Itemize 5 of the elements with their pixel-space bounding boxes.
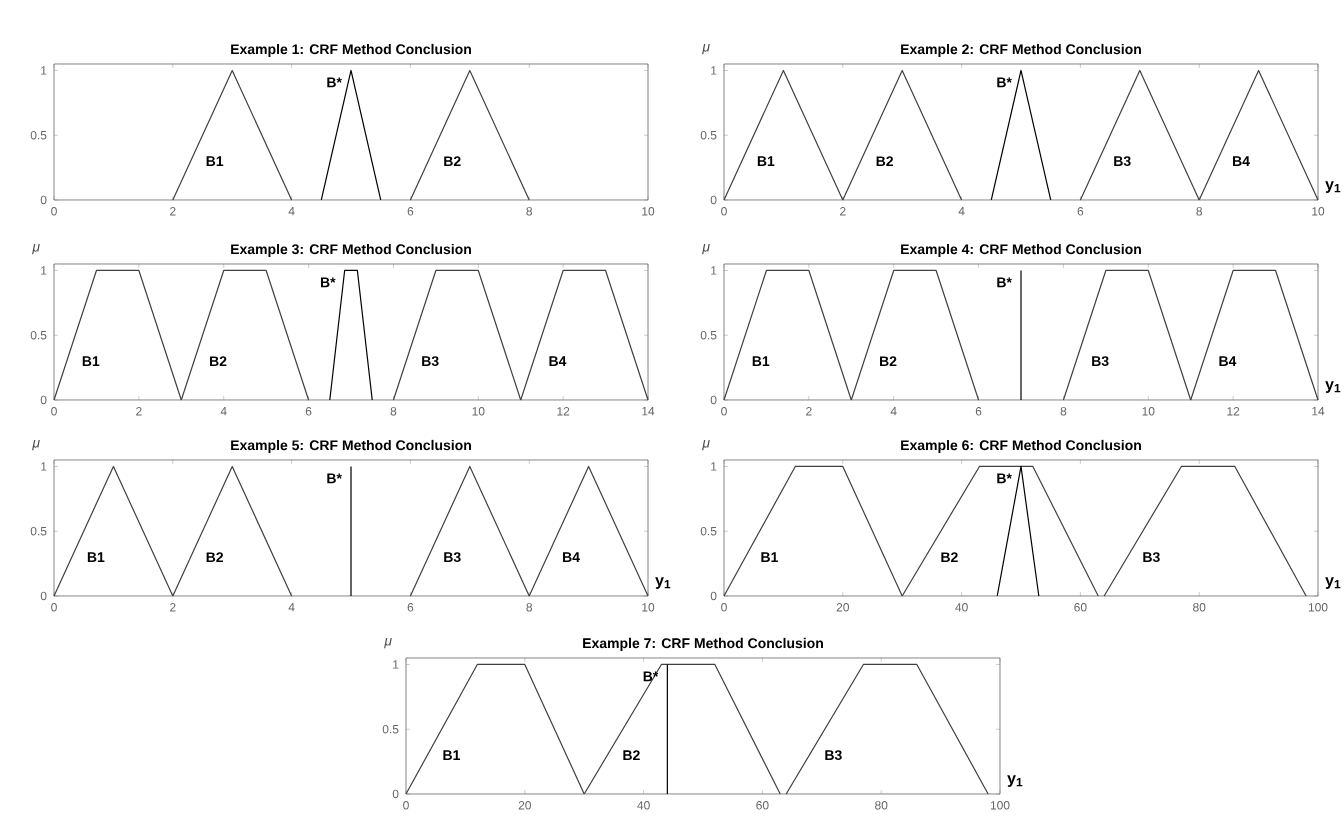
x-axis-title: y$_{1}$ (1007, 775, 1023, 787)
x-axis-title: y$_{1}$ (1325, 381, 1341, 393)
x-axis-title: y$_{1}$ (655, 577, 671, 589)
x-axis-title: y$_{1}$ (1325, 181, 1341, 193)
x-axis-title: y$_{1}$ (1325, 577, 1341, 589)
